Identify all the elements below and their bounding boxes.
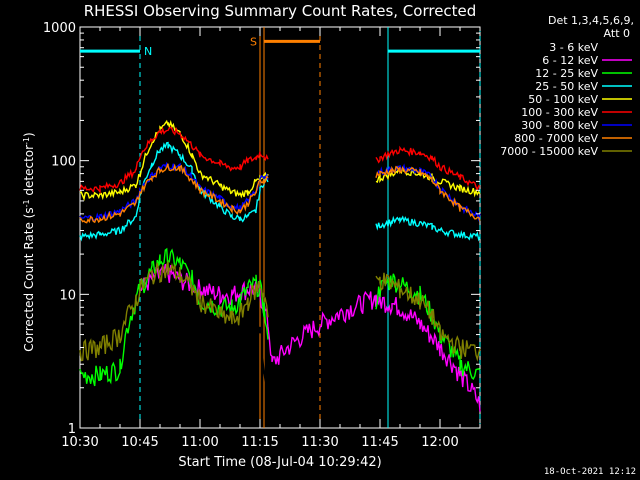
legend-label: 12 - 25 keV	[535, 67, 598, 80]
series-line-7	[79, 163, 481, 224]
series-line-3	[79, 141, 481, 242]
x-tick-label: 11:15	[241, 435, 278, 450]
y-axis: 1 10 100 1000	[43, 21, 480, 437]
x-axis-label: Start Time (08-Jul-04 10:29:42)	[178, 455, 381, 470]
y-axis-label-mid: detector	[22, 145, 36, 200]
legend-label: 6 - 12 keV	[542, 54, 598, 67]
y-axis-label-end: )	[22, 132, 36, 137]
y-axis-label-sup1: -1	[22, 199, 31, 207]
legend-header-2: Att 0	[604, 27, 630, 40]
legend-header-1: Det 1,3,4,5,6,9,	[548, 14, 634, 27]
x-tick-label: 10:30	[61, 435, 98, 450]
y-tick-label: 1000	[43, 21, 76, 36]
y-tick-label: 10	[59, 288, 76, 303]
legend-label: 50 - 100 keV	[528, 93, 598, 106]
x-tick-label: 11:30	[301, 435, 338, 450]
y-axis-label-sup2: -1	[22, 137, 31, 145]
legend-label: 100 - 300 keV	[521, 106, 598, 119]
night-bar-label: N	[144, 45, 152, 58]
series-line-5	[79, 126, 481, 195]
x-tick-label: 12:00	[421, 435, 458, 450]
annotation-layer: NS	[80, 27, 481, 428]
x-axis: 10:30 10:45 11:00 11:15 11:30 11:45 12:00	[61, 27, 481, 450]
series-layer	[79, 119, 481, 427]
legend-label: 800 - 7000 keV	[514, 132, 598, 145]
legend-label: 300 - 800 keV	[521, 119, 598, 132]
legend-label: 25 - 50 keV	[535, 80, 598, 93]
legend-label: 7000 - 15000 keV	[500, 145, 598, 158]
y-axis-label: Corrected Count Rate (s-1 detector-1)	[22, 132, 37, 351]
y-tick-label: 1	[68, 422, 76, 437]
series-line-8	[79, 259, 481, 362]
x-tick-label: 10:45	[121, 435, 158, 450]
y-axis-label-main: Corrected Count Rate (s	[22, 207, 36, 351]
legend-label: 3 - 6 keV	[549, 41, 598, 54]
y-tick-label: 100	[51, 155, 76, 170]
timestamp: 18-Oct-2021 12:12	[544, 467, 636, 477]
chart-title: RHESSI Observing Summary Count Rates, Co…	[84, 2, 477, 20]
saa-bar-label: S	[250, 35, 257, 48]
x-tick-label: 11:45	[361, 435, 398, 450]
x-tick-label: 11:00	[181, 435, 218, 450]
